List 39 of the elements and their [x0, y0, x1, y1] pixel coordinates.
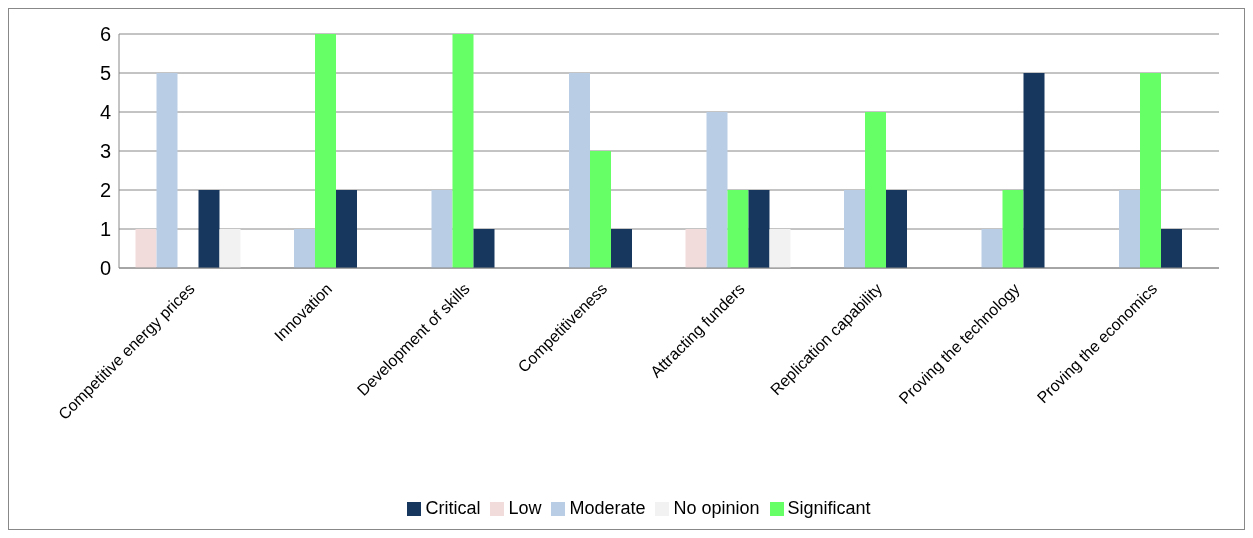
- bar: [473, 229, 495, 268]
- bar: [981, 229, 1003, 268]
- bar: [1023, 73, 1045, 268]
- bar: [769, 229, 791, 268]
- y-tick-label: 5: [99, 62, 111, 85]
- y-tick-label: 0: [99, 257, 111, 280]
- bar: [156, 73, 178, 268]
- legend-label: Moderate: [569, 498, 646, 518]
- bar: [886, 190, 907, 268]
- y-tick-label: 1: [99, 218, 111, 241]
- bar: [315, 34, 336, 268]
- bar: [569, 73, 590, 268]
- bar: [865, 112, 886, 268]
- bar: [1119, 190, 1140, 268]
- bar: [685, 229, 707, 268]
- bar: [727, 190, 749, 268]
- bar: [431, 190, 453, 268]
- bar: [1161, 229, 1182, 268]
- bar: [590, 151, 611, 268]
- bar: [219, 229, 241, 268]
- legend-label: Critical: [425, 498, 481, 518]
- bar: [336, 190, 357, 268]
- bar: [198, 190, 220, 268]
- y-tick-label: 2: [99, 179, 111, 202]
- bar: [1140, 73, 1161, 268]
- bar: [844, 190, 865, 268]
- bar: [1002, 190, 1024, 268]
- bar: [135, 229, 157, 268]
- bar: [611, 229, 632, 268]
- y-tick-label: 4: [99, 101, 111, 124]
- y-tick-label: 6: [99, 23, 111, 46]
- bar: [294, 229, 315, 268]
- y-tick-label: 3: [99, 140, 111, 163]
- legend-label: Low: [508, 498, 542, 518]
- legend-label: Significant: [787, 498, 871, 518]
- bar: [452, 34, 474, 268]
- bar: [706, 112, 728, 268]
- legend-label: No opinion: [673, 498, 760, 518]
- bar: [748, 190, 770, 268]
